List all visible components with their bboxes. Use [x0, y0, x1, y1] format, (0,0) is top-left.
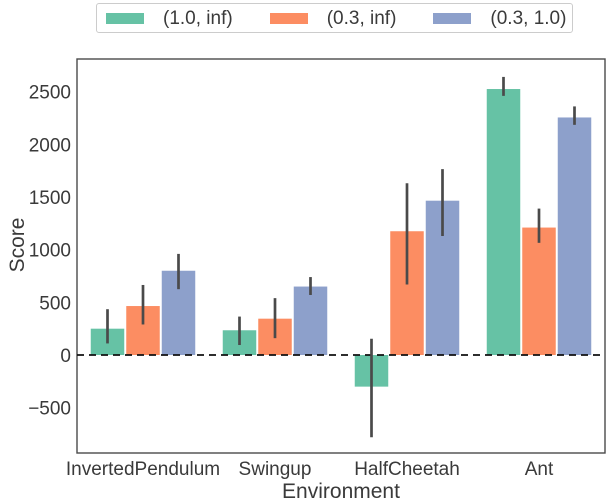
y-tick-label: 0	[60, 346, 71, 367]
x-axis-label: Environment	[282, 480, 400, 502]
bar	[293, 286, 328, 356]
y-tick-label: 1500	[29, 188, 71, 209]
y-tick-label: 500	[39, 293, 71, 314]
legend-label: (0.3, 1.0)	[490, 7, 567, 29]
legend-swatch-icon	[106, 12, 144, 24]
legend-item-2: (0.3, 1.0)	[433, 9, 566, 28]
y-tick-label: 2000	[29, 135, 71, 156]
x-tick-label: Ant	[525, 459, 554, 480]
bar	[486, 89, 521, 356]
plot-border	[76, 58, 606, 454]
x-tick-label: InvertedPendulum	[66, 459, 220, 480]
legend-item-1: (0.3, inf)	[269, 7, 397, 29]
y-axis-label: Score	[6, 218, 29, 273]
x-tick-label: HalfCheetah	[354, 459, 460, 480]
x-tick-label: Swingup	[239, 459, 312, 480]
legend-swatch-icon	[433, 12, 472, 24]
legend-item-0: (1.0, inf)	[106, 9, 233, 28]
bar	[522, 227, 556, 356]
legend-label: (1.0, inf)	[163, 7, 233, 29]
legend-swatch-icon	[269, 12, 308, 24]
legend-label: (0.3, inf)	[326, 7, 397, 29]
legend: (1.0, inf) (0.3, inf) (0.3, 1.0)	[96, 3, 573, 33]
y-tick-label: 2500	[29, 83, 71, 104]
y-tick-label: −500	[28, 399, 71, 420]
plot-area: −500 0 500 1000 1500 2000 2500 InvertedPendulum…	[28, 58, 606, 480]
y-tick-label: 1000	[29, 241, 71, 262]
bar	[557, 117, 592, 356]
